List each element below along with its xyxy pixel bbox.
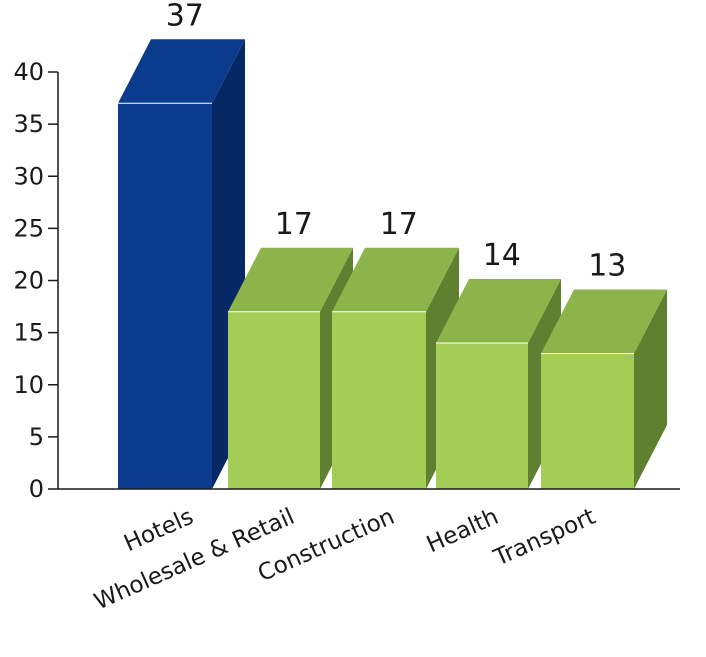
bar-top bbox=[436, 279, 561, 344]
bar-front bbox=[436, 343, 528, 489]
y-ticks: 0 5 10 15 20 25 30 35 40 bbox=[13, 58, 58, 503]
y-tick-label: 10 bbox=[13, 371, 44, 399]
y-tick-label: 15 bbox=[13, 319, 44, 347]
bar-top bbox=[118, 39, 245, 104]
y-tick-label: 30 bbox=[13, 162, 44, 190]
y-tick-label: 5 bbox=[29, 423, 44, 451]
bar-top bbox=[541, 289, 667, 354]
bar-top bbox=[228, 247, 353, 312]
bar-front bbox=[332, 311, 426, 489]
bar-front bbox=[118, 103, 212, 490]
data-label: 13 bbox=[588, 248, 626, 283]
y-tick-label: 35 bbox=[13, 110, 44, 138]
bar-front bbox=[228, 311, 320, 489]
data-label: 37 bbox=[166, 0, 204, 33]
bar bbox=[436, 279, 561, 489]
data-label: 17 bbox=[380, 207, 418, 242]
category-label: Transport bbox=[489, 504, 599, 572]
bar bbox=[541, 289, 667, 489]
data-label: 14 bbox=[483, 238, 521, 273]
y-tick-label: 20 bbox=[13, 267, 44, 295]
y-tick-label: 40 bbox=[13, 58, 44, 86]
bar-top bbox=[332, 247, 459, 312]
bar-front bbox=[541, 353, 634, 489]
data-labels: 37 17 17 14 13 bbox=[166, 0, 627, 283]
bar-side bbox=[634, 289, 667, 489]
y-tick-label: 25 bbox=[13, 214, 44, 242]
bars-group bbox=[118, 39, 667, 490]
data-label: 17 bbox=[275, 207, 313, 242]
y-tick-label: 0 bbox=[29, 475, 44, 503]
bar bbox=[118, 39, 245, 490]
